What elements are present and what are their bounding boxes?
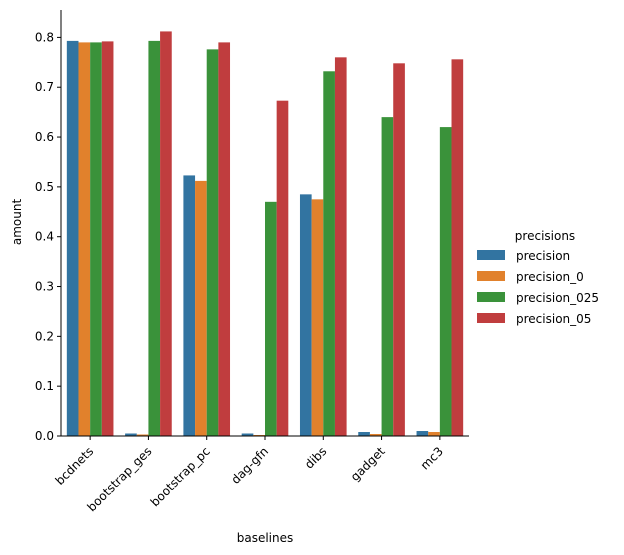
- legend-swatch-precision_0: [477, 271, 505, 281]
- y-tick-label: 0.4: [35, 230, 54, 244]
- bar-precision-bootstrap_pc: [183, 175, 196, 436]
- y-tick-label: 0.1: [35, 379, 54, 393]
- legend-swatch-precision_025: [477, 292, 505, 302]
- bar-precision-dibs: [299, 194, 312, 436]
- bar-precision-dag-gfn: [241, 433, 254, 436]
- bar-precision_025-mc3: [439, 127, 452, 437]
- legend-label-precision_0: precision_0: [516, 270, 584, 284]
- y-tick-label: 0.7: [35, 80, 54, 94]
- bar-precision_05-bcdnets: [101, 41, 114, 437]
- bar-precision_05-dibs: [334, 57, 347, 436]
- x-tick-label: bcdnets: [53, 444, 97, 488]
- legend-label-precision_05: precision_05: [516, 312, 591, 326]
- bar-precision_05-bootstrap_ges: [160, 31, 172, 436]
- y-axis: 0.0 0.1 0.2 0.3 0.4 0.5 0.6 0.7 0.8: [35, 10, 62, 443]
- bar-precision_025-bootstrap_pc: [206, 49, 219, 437]
- y-tick-label: 0.0: [35, 429, 54, 443]
- legend-label-precision: precision: [516, 249, 570, 263]
- legend-title: precisions: [515, 229, 575, 243]
- bar-precision_05-bootstrap_pc: [218, 42, 231, 437]
- bar-precision_05-mc3: [451, 59, 464, 436]
- x-axis-label: baselines: [237, 531, 294, 545]
- y-tick-label: 0.3: [35, 280, 54, 294]
- legend-label-precision_025: precision_025: [516, 291, 599, 305]
- bar-precision-bcdnets: [66, 40, 79, 436]
- bar-precision_025-dibs: [323, 71, 335, 436]
- y-axis-label: amount: [10, 199, 24, 246]
- bar-precision_025-gadget: [381, 117, 394, 437]
- legend: precisions precision precision_0 precision…: [477, 229, 599, 326]
- x-tick-label: dibs: [302, 444, 329, 471]
- bar-precision_0-mc3: [428, 432, 440, 436]
- bar-precision-gadget: [358, 432, 370, 436]
- bar-precision_0-dibs: [311, 199, 324, 436]
- x-tick-label: mc3: [418, 444, 446, 472]
- bar-precision_0-bcdnets: [78, 42, 91, 437]
- bar-precision_025-bcdnets: [90, 42, 102, 437]
- bars-layer: [66, 31, 464, 437]
- bar-precision_0-gadget: [369, 434, 382, 436]
- y-tick-label: 0.2: [35, 329, 54, 343]
- legend-swatch-precision_05: [477, 313, 505, 323]
- bar-precision_025-bootstrap_ges: [148, 40, 161, 436]
- x-tick-label: gadget: [348, 444, 388, 484]
- legend-swatch-precision: [477, 250, 505, 260]
- bar-precision_025-dag-gfn: [265, 201, 277, 436]
- bar-precision-mc3: [416, 431, 429, 436]
- y-tick-label: 0.6: [35, 130, 54, 144]
- bar-precision_05-gadget: [393, 63, 405, 436]
- bar-precision-bootstrap_ges: [125, 433, 137, 436]
- x-tick-label: dag-gfn: [228, 444, 271, 487]
- y-tick-label: 0.8: [35, 30, 54, 44]
- y-tick-label: 0.5: [35, 180, 54, 194]
- bar-precision_05-dag-gfn: [276, 100, 289, 437]
- bar-precision_0-bootstrap_pc: [195, 180, 207, 436]
- x-tick-label: bootstrap_pc: [148, 444, 213, 509]
- bar-precision_0-bootstrap_ges: [136, 434, 149, 436]
